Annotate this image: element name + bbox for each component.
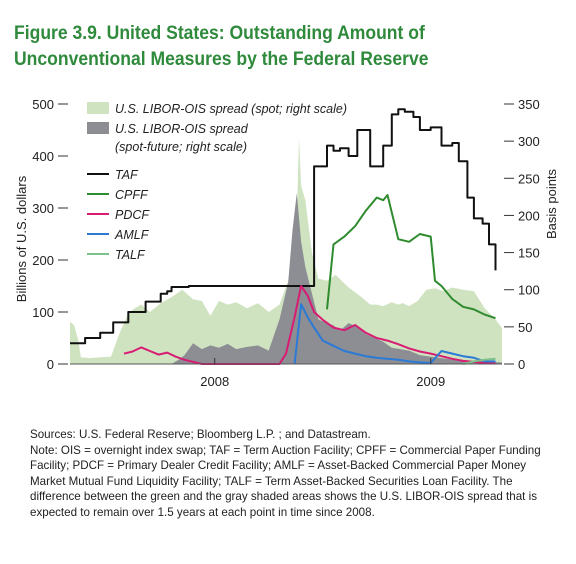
y-axis-title: Billions of U.S. dollars	[14, 175, 29, 302]
legend-label-libor_spot_future: U.S. LIBOR-OIS spread	[115, 122, 249, 136]
y2-tick-label: 0	[518, 357, 525, 372]
legend-label-CPFF: CPFF	[115, 188, 149, 202]
legend-label-AMLF: AMLF	[114, 228, 150, 242]
y-tick-label: 0	[47, 357, 54, 372]
y-tick-label: 200	[32, 253, 54, 268]
y2-tick-label: 150	[518, 246, 540, 261]
legend-label-TALF: TALF	[115, 248, 146, 262]
y-tick-label: 100	[32, 305, 54, 320]
figure-title-line-2: Unconventional Measures by the Federal R…	[14, 48, 429, 70]
y2-tick-label: 100	[518, 283, 540, 298]
y2-tick-label: 50	[518, 320, 532, 335]
area-libor_spot_future	[70, 193, 502, 364]
area-libor_spot	[70, 137, 502, 364]
y-tick-label: 300	[32, 201, 54, 216]
y2-tick-label: 250	[518, 171, 540, 186]
series-line-TALF	[462, 357, 496, 365]
figure-title: Figure 3.9. United States: Outstanding A…	[14, 20, 514, 72]
legend-label-TAF: TAF	[115, 168, 139, 182]
y2-tick-label: 300	[518, 134, 540, 149]
y2-tick-label: 350	[518, 97, 540, 112]
x-tick-label: 2009	[416, 374, 445, 389]
legend-swatch-libor_spot	[87, 102, 109, 114]
series-line-AMLF	[293, 303, 496, 365]
sources-text: Sources: U.S. Federal Reserve; Bloomberg…	[30, 428, 371, 441]
series-line-CPFF	[326, 194, 496, 320]
y2-tick-label: 200	[518, 208, 540, 223]
legend-swatch-libor_spot_future	[87, 122, 109, 134]
chart: 0 100 200 300 400 500 0 50 100 150 200 250 300 350 200…	[14, 97, 559, 389]
x-tick-label: 2008	[200, 374, 229, 389]
y-tick-label: 400	[32, 149, 54, 164]
figure-title-line-1: Figure 3.9. United States: Outstanding A…	[14, 22, 425, 44]
legend-label-PDCF: PDCF	[115, 208, 150, 222]
chart-notes: Sources: U.S. Federal Reserve; Bloomberg…	[30, 427, 550, 520]
note-text: Note: OIS = overnight index swap; TAF = …	[30, 443, 541, 519]
legend-label-libor_spot_future-line-2: (spot-future; right scale)	[115, 140, 247, 154]
y2-axis-title: Basis points	[544, 168, 559, 239]
series-line-TAF	[70, 108, 497, 345]
legend-label-libor_spot: U.S. LIBOR-OIS spread (spot; right scale…	[115, 102, 347, 116]
y-tick-label: 500	[32, 97, 54, 112]
